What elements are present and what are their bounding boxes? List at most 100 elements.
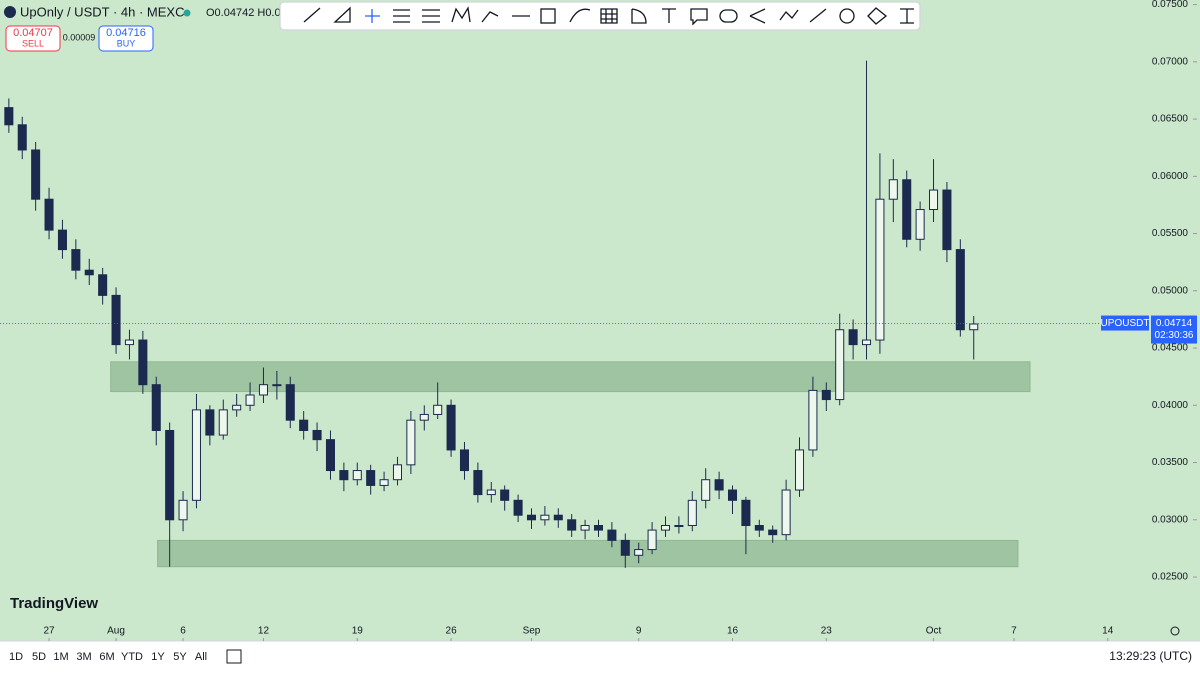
candle-body (553, 514, 563, 521)
tool-circle[interactable] (839, 8, 855, 24)
candle-body (433, 404, 443, 415)
sell-label: SELL (22, 38, 44, 48)
candle-body (593, 525, 604, 531)
x-tick-label: 6 (180, 626, 186, 637)
x-tick-label: 23 (821, 626, 833, 637)
calendar-icon[interactable] (226, 649, 242, 664)
candle-body (835, 329, 845, 401)
y-tick-label: 0.03500 (1152, 457, 1189, 468)
plot-layer (4, 60, 1031, 568)
candle-body (325, 439, 335, 472)
tool-path[interactable] (481, 11, 499, 23)
settings-icon[interactable] (1170, 626, 1180, 636)
candle-body (151, 384, 161, 431)
candle-body (929, 189, 939, 211)
y-tick-label: 0.05500 (1152, 228, 1189, 239)
symbol-tag (1101, 315, 1149, 331)
tool-pattern[interactable] (451, 6, 471, 23)
candle-body (17, 124, 27, 151)
candle-body (768, 529, 778, 536)
candle-body (687, 499, 697, 527)
candle-body (915, 209, 925, 240)
range-button[interactable]: All (195, 651, 207, 663)
x-tick-label: 9 (636, 626, 642, 637)
candle-body (419, 413, 429, 421)
range-button[interactable]: 6M (99, 651, 114, 663)
candle-body (513, 499, 523, 516)
candle-body (406, 419, 416, 466)
candle-body (634, 549, 644, 556)
tool-fib[interactable] (393, 9, 410, 23)
x-tick-label: 19 (352, 626, 364, 637)
tool-brush[interactable] (569, 8, 591, 23)
y-tick-label: 0.06000 (1152, 171, 1189, 182)
candle-body (111, 294, 121, 346)
price-tag-label: 0.04714 (1156, 318, 1193, 329)
tool-angle[interactable] (333, 6, 351, 23)
candle-body (473, 470, 483, 496)
tool-wave[interactable] (779, 9, 799, 21)
range-button[interactable]: YTD (121, 651, 143, 663)
candle-body (352, 470, 362, 481)
candle-body (714, 479, 724, 491)
x-tick-label: Aug (107, 626, 125, 637)
candle-body (258, 384, 268, 396)
plot-background (0, 0, 1200, 641)
tool-fork[interactable] (749, 8, 766, 24)
y-tick-label: 0.03000 (1152, 514, 1189, 525)
range-button[interactable]: 1M (53, 651, 68, 663)
range-button[interactable]: 1D (9, 651, 23, 663)
spread: 0.00009 (63, 32, 96, 42)
buy-button[interactable] (98, 25, 154, 52)
sell-button[interactable] (5, 25, 61, 52)
candle-body (299, 419, 309, 431)
candle-body (781, 489, 791, 536)
range-button[interactable]: 5Y (173, 651, 187, 663)
candle-body (446, 404, 456, 451)
candle-body (540, 514, 550, 521)
candle-body (232, 404, 242, 411)
candle-body (272, 384, 282, 387)
x-tick-label: 14 (1102, 626, 1114, 637)
candle-body (366, 470, 376, 486)
candle-body (674, 525, 684, 528)
candle-body (794, 449, 805, 491)
tool-text[interactable] (662, 8, 676, 23)
tool-cross[interactable] (365, 9, 380, 23)
candle-body (969, 323, 979, 331)
range-button[interactable]: 3M (76, 651, 91, 663)
symbol-tag-label: UPOUSDT (1101, 318, 1150, 329)
candle-body (165, 429, 175, 521)
tool-measure[interactable] (900, 8, 914, 24)
candle-body (191, 409, 201, 501)
candle-body (339, 470, 349, 481)
candle-body (526, 514, 537, 521)
tool-callout[interactable] (690, 8, 708, 26)
tool-ray[interactable] (809, 8, 827, 23)
candle-body (727, 489, 738, 501)
zone (110, 361, 1031, 393)
range-button[interactable]: 1Y (151, 651, 165, 663)
buy-label: BUY (117, 38, 136, 48)
tool-note[interactable] (719, 9, 738, 23)
symbol-icon (4, 6, 16, 18)
y-tick-label: 0.07000 (1152, 56, 1189, 67)
candle-body (607, 529, 617, 541)
tool-grid[interactable] (600, 8, 618, 24)
range-button[interactable]: 5D (32, 651, 46, 663)
candle-body (98, 274, 108, 296)
tool-channel[interactable] (422, 9, 440, 23)
candle-body (57, 229, 67, 251)
tool-arc[interactable] (631, 8, 647, 24)
tool-trendline[interactable] (303, 7, 321, 23)
tool-rect[interactable] (540, 8, 556, 24)
ohlc-header: O0.04742 H0.0 (206, 7, 281, 19)
candle-body (392, 464, 402, 481)
candle-body (821, 389, 831, 401)
candle-body (647, 529, 657, 551)
x-tick-label: Sep (523, 626, 541, 637)
candle-body (808, 389, 818, 451)
drawing-toolbar (279, 1, 921, 31)
candle-body (902, 179, 912, 240)
tool-diamond[interactable] (867, 7, 888, 25)
